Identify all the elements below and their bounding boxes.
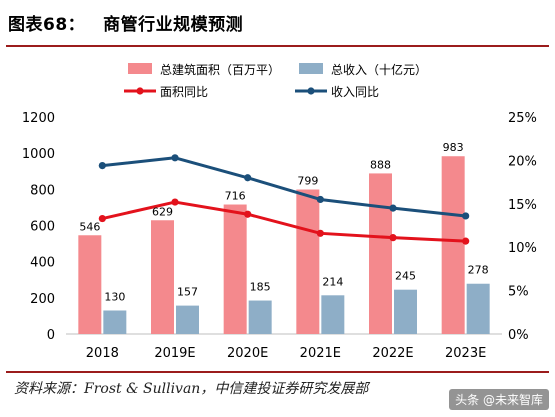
revenue-bar-value-label: 185	[250, 281, 271, 294]
area-yoy-point	[316, 229, 324, 237]
revenue-yoy-line	[102, 156, 466, 218]
area-yoy-line	[102, 200, 466, 243]
area-bar-value-label: 983	[443, 141, 464, 154]
revenue-bar-value-label: 214	[322, 275, 343, 288]
revenue-yoy-point	[98, 162, 106, 170]
legend-revenue-swatch	[299, 63, 323, 74]
figure-title-text: 商管行业规模预测	[103, 15, 244, 35]
source-note: 资料来源：Frost & Sullivan，中信建投证券研究发展部	[14, 381, 369, 397]
area-yoy-point	[389, 234, 397, 242]
x-tick-label: 2020E	[227, 346, 268, 361]
y-left-tick-label: 600	[30, 220, 55, 235]
area-yoy-point	[171, 198, 179, 206]
x-tick-label: 2022E	[372, 346, 413, 361]
legend-revenue-yoy-swatch-point	[307, 87, 315, 95]
revenue-bar	[466, 283, 490, 334]
revenue-yoy-point	[389, 204, 397, 212]
y-left-tick-label: 1200	[22, 111, 55, 126]
y-right-tick-label: 15%	[508, 198, 537, 213]
watermark-badge: 头条 @未来智库	[449, 389, 549, 410]
area-bar	[296, 189, 320, 334]
area-bar-value-label: 629	[152, 205, 173, 218]
area-bar	[151, 220, 174, 334]
area-bar-value-label: 799	[297, 175, 318, 188]
legend-area-yoy-label: 面积同比	[160, 85, 208, 99]
y-left-tick-label: 0	[47, 328, 55, 343]
revenue-bar	[248, 300, 272, 334]
legend-revenue-yoy-label: 收入同比	[331, 85, 379, 99]
revenue-yoy-point	[316, 195, 324, 204]
legend-area-swatch	[128, 63, 152, 74]
legend-area-label: 总建筑面积（百万平）	[160, 62, 280, 77]
area-bar-value-label: 888	[370, 158, 391, 171]
area-yoy-point	[244, 210, 252, 218]
revenue-bar-value-label: 130	[104, 290, 125, 303]
revenue-yoy-point	[171, 154, 179, 162]
y-left-tick-label: 800	[30, 183, 55, 198]
revenue-bar	[321, 295, 345, 334]
y-right-tick-label: 0%	[508, 328, 529, 343]
x-tick-label: 2018	[86, 346, 119, 361]
legend-area-yoy-swatch-point	[136, 87, 144, 95]
y-left-tick-label: 400	[30, 256, 55, 271]
figure-number: 图表68：	[8, 15, 86, 35]
revenue-yoy-point	[244, 174, 252, 182]
footer-rule	[6, 371, 549, 373]
x-tick-label: 2019E	[154, 346, 195, 361]
figure-title: 图表68： 商管行业规模预测	[8, 10, 243, 35]
y-right-tick-label: 10%	[508, 241, 537, 256]
area-yoy-point	[462, 237, 470, 245]
title-rule	[6, 45, 549, 47]
area-bar	[78, 235, 102, 334]
area-bar-value-label: 546	[79, 220, 100, 233]
revenue-bar-value-label: 245	[395, 270, 416, 283]
revenue-bar	[394, 289, 417, 334]
area-bar	[223, 204, 247, 334]
revenue-bar-value-label: 278	[468, 264, 489, 277]
revenue-bar	[176, 305, 199, 334]
area-bar	[441, 156, 465, 334]
y-right-tick-label: 25%	[508, 111, 537, 126]
legend-revenue-label: 总收入（十亿元）	[331, 62, 427, 77]
area-bar-value-label: 716	[225, 190, 246, 203]
y-right-tick-label: 5%	[508, 285, 529, 300]
y-right-tick-label: 20%	[508, 154, 537, 169]
area-yoy-point	[98, 214, 106, 223]
y-left-tick-label: 1000	[22, 147, 55, 162]
y-left-tick-label: 200	[30, 292, 55, 307]
area-bar	[369, 173, 392, 334]
revenue-bar-value-label: 157	[177, 286, 198, 299]
x-tick-label: 2021E	[300, 346, 341, 361]
x-tick-label: 2023E	[445, 346, 486, 361]
revenue-yoy-point	[462, 212, 470, 220]
revenue-bar	[103, 310, 127, 334]
